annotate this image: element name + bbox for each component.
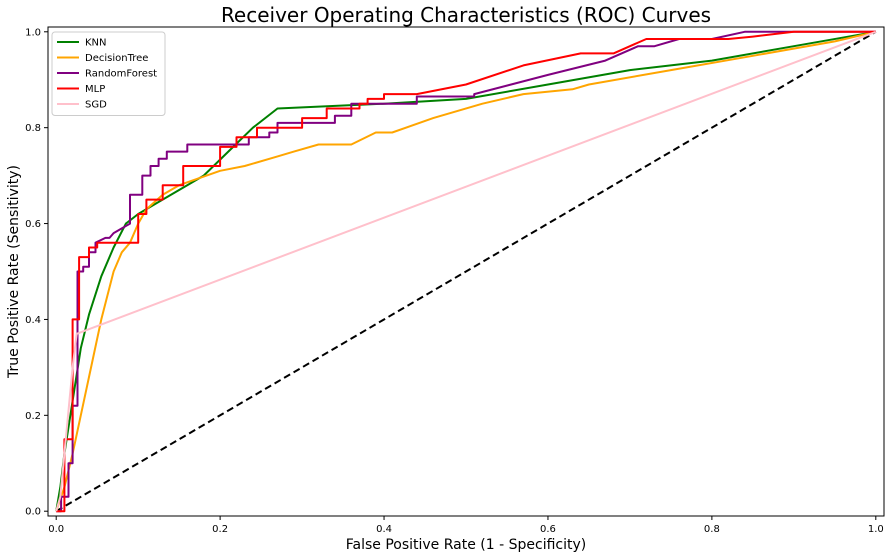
y-tick-label: 0.0 [25,507,41,518]
legend-label: MLP [85,84,105,95]
axis-ticks: 0.0 0.2 0.4 0.6 0.8 1.0 0.0 0.2 0.4 0.6 0.8 1.0 [25,27,884,535]
plot-lines [55,30,877,513]
y-tick-label: 1.0 [25,27,41,38]
y-tick-label: 0.8 [25,123,41,134]
series-line-sgd [55,30,877,512]
chart-title: Receiver Operating Characteristics (ROC)… [221,3,711,27]
legend-label: DecisionTree [85,53,148,64]
y-tick-label: 0.6 [25,219,41,230]
y-tick-label: 0.2 [25,411,41,422]
legend: KNN DecisionTree RandomForest MLP SGD [51,31,166,116]
y-tick-label: 0.4 [25,315,41,326]
x-tick-label: 0.4 [376,524,392,535]
x-axis-label: False Positive Rate (1 - Specificity) [346,537,587,553]
legend-label: RandomForest [85,69,157,80]
chance-diagonal-line [55,30,877,513]
x-tick-label: 0.6 [540,524,556,535]
series-line-randomforest [56,30,876,513]
x-tick-label: 1.0 [868,524,884,535]
series-line-decisiontree [55,30,877,512]
legend-label: SGD [85,100,107,111]
x-tick-label: 0.8 [704,524,720,535]
plot-frame [47,26,885,517]
legend-label: KNN [85,38,107,49]
y-axis-label: True Positive Rate (Sensitivity) [6,165,22,379]
series-line-mlp [56,30,876,513]
x-tick-label: 0.0 [48,524,64,535]
x-tick-label: 0.2 [212,524,228,535]
legend-box [51,31,166,116]
